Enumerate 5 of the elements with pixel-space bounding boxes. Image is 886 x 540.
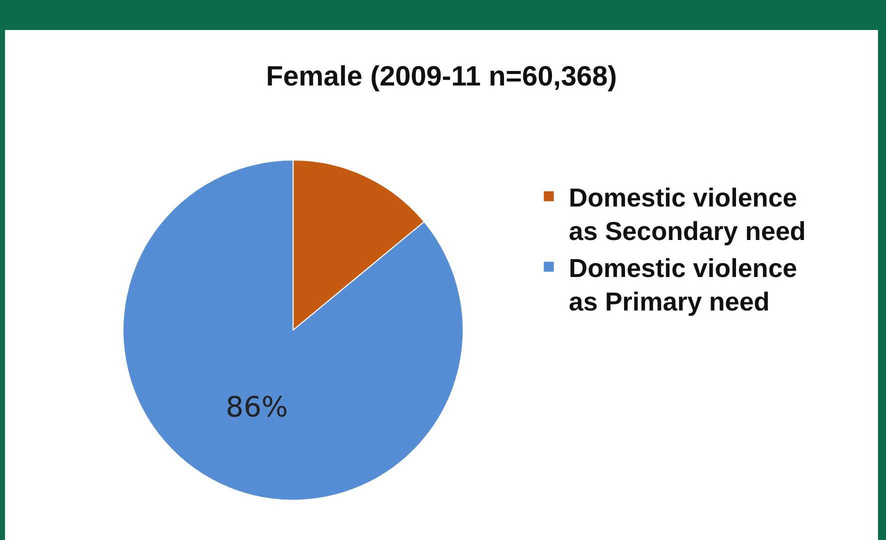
legend-label: Domestic violence as Primary need (568, 252, 798, 317)
pie-slice (122, 160, 464, 500)
chart-title: Female (2009-11 n=60,368) (266, 60, 618, 92)
legend-label: Domestic violence as Secondary need (568, 182, 806, 246)
data-label: 86% (226, 390, 288, 424)
